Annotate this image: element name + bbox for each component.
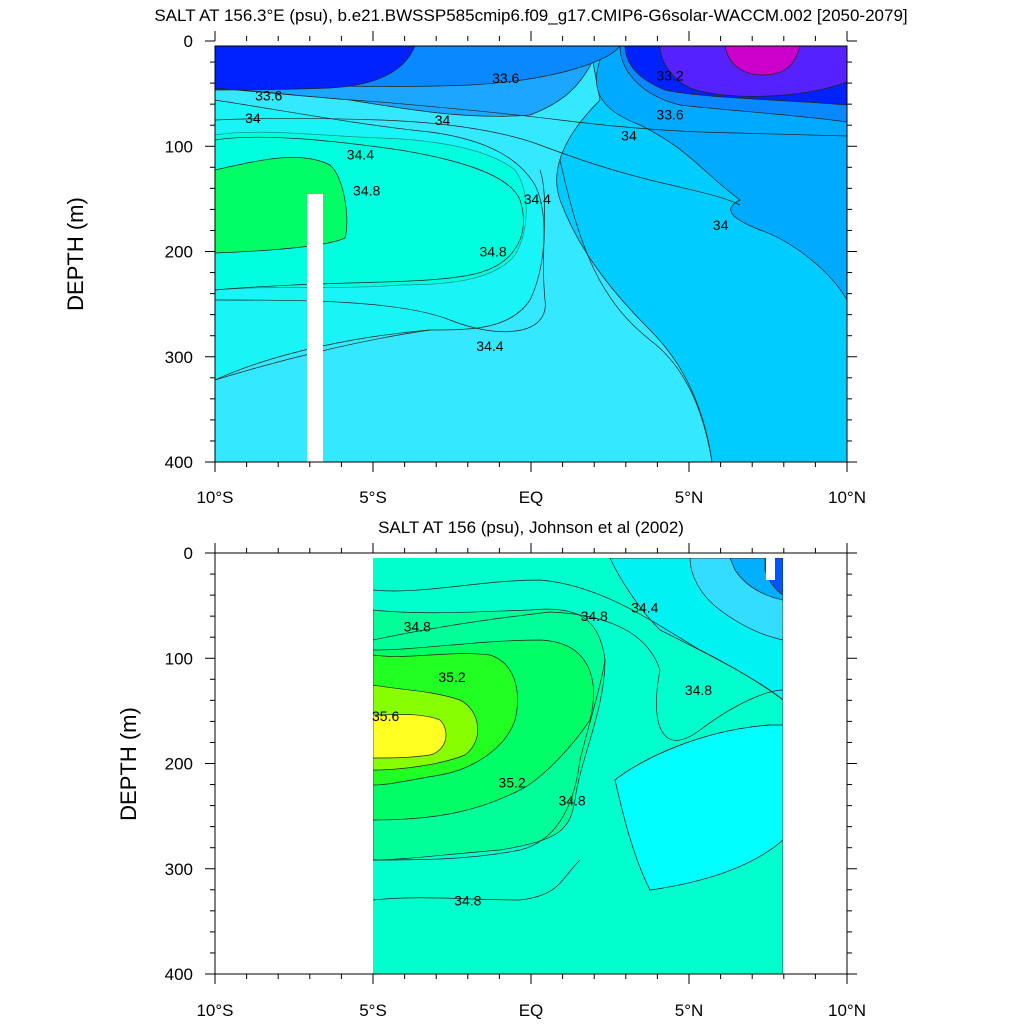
bottom-contour-label: 35.2 [438,669,465,685]
bottom-contour-label: 34.8 [581,608,608,624]
top-ytick-label: 200 [165,243,193,262]
top-contour-label: 33.2 [656,68,683,84]
bottom-ytick-label: 200 [165,755,193,774]
bottom-panel: SALT AT 156 (psu), Johnson et al (2002) [116,518,866,1020]
top-contour-label: 34.4 [524,191,551,207]
top-contour-label: 34 [435,112,451,128]
top-xtick-label: 10°N [828,488,866,507]
bottom-contour-label: 34.4 [631,600,658,616]
top-ytick-label: 300 [165,348,193,367]
top-contour-labels: 33.6 33.6 33.2 33.6 34 34 34 34 34.4 34.4 34.4 34.8… [245,68,728,354]
top-contour-label: 34.8 [353,182,380,198]
top-missing-data-column [307,194,323,462]
bottom-xtick-label: EQ [519,1001,544,1020]
top-ytick-label: 100 [165,137,193,156]
bottom-contour-label: 34.8 [404,619,431,635]
top-xtick-label: 10°S [196,488,233,507]
bottom-xtick-label: 5°N [675,1001,704,1020]
bottom-contour-label: 35.6 [372,708,399,724]
bottom-y-axis-label: DEPTH (m) [116,707,141,821]
top-contour-label: 33.6 [656,107,683,123]
top-xtick-label: EQ [519,488,544,507]
bottom-ytick-label: 0 [184,544,193,563]
bottom-contour-fill [373,558,783,974]
top-y-axis-label: DEPTH (m) [63,197,88,311]
bottom-chart-title: SALT AT 156 (psu), Johnson et al (2002) [378,518,684,537]
bottom-missing-data-cell [766,558,775,580]
top-contour-label: 34.8 [479,244,506,260]
top-contour-label: 34.4 [476,338,503,354]
bottom-contour-label: 35.2 [498,774,525,790]
bottom-contour-label: 34.8 [558,792,585,808]
bottom-xtick-label: 10°N [828,1001,866,1020]
top-ytick-label: 0 [184,32,193,51]
bottom-ytick-label: 300 [165,860,193,879]
top-contour-fill [215,46,847,462]
top-contour-label: 33.6 [492,70,519,86]
top-chart-title: SALT AT 156.3°E (psu), b.e21.BWSSP585cmi… [154,6,907,25]
bottom-xtick-label: 10°S [196,1001,233,1020]
bottom-ytick-label: 100 [165,649,193,668]
top-contour-label: 34 [713,217,729,233]
bottom-contour-label: 34.8 [685,682,712,698]
top-xtick-label: 5°S [359,488,387,507]
top-panel: SALT AT 156.3°E (psu), b.e21.BWSSP585cmi… [63,6,908,507]
top-ytick-label: 400 [165,453,193,472]
top-xtick-label: 5°N [675,488,704,507]
top-contour-label: 33.6 [255,88,282,104]
top-contour-label: 34.4 [347,147,374,163]
top-contour-label: 34 [621,128,637,144]
bottom-contour-label: 34.8 [454,892,481,908]
top-contour-label: 34 [245,110,261,126]
bottom-contour-labels: 34.8 34.8 34.4 35.2 35.6 35.2 34.8 34.8 34.8 [372,600,712,909]
bottom-xtick-label: 5°S [359,1001,387,1020]
bottom-ytick-label: 400 [165,965,193,984]
